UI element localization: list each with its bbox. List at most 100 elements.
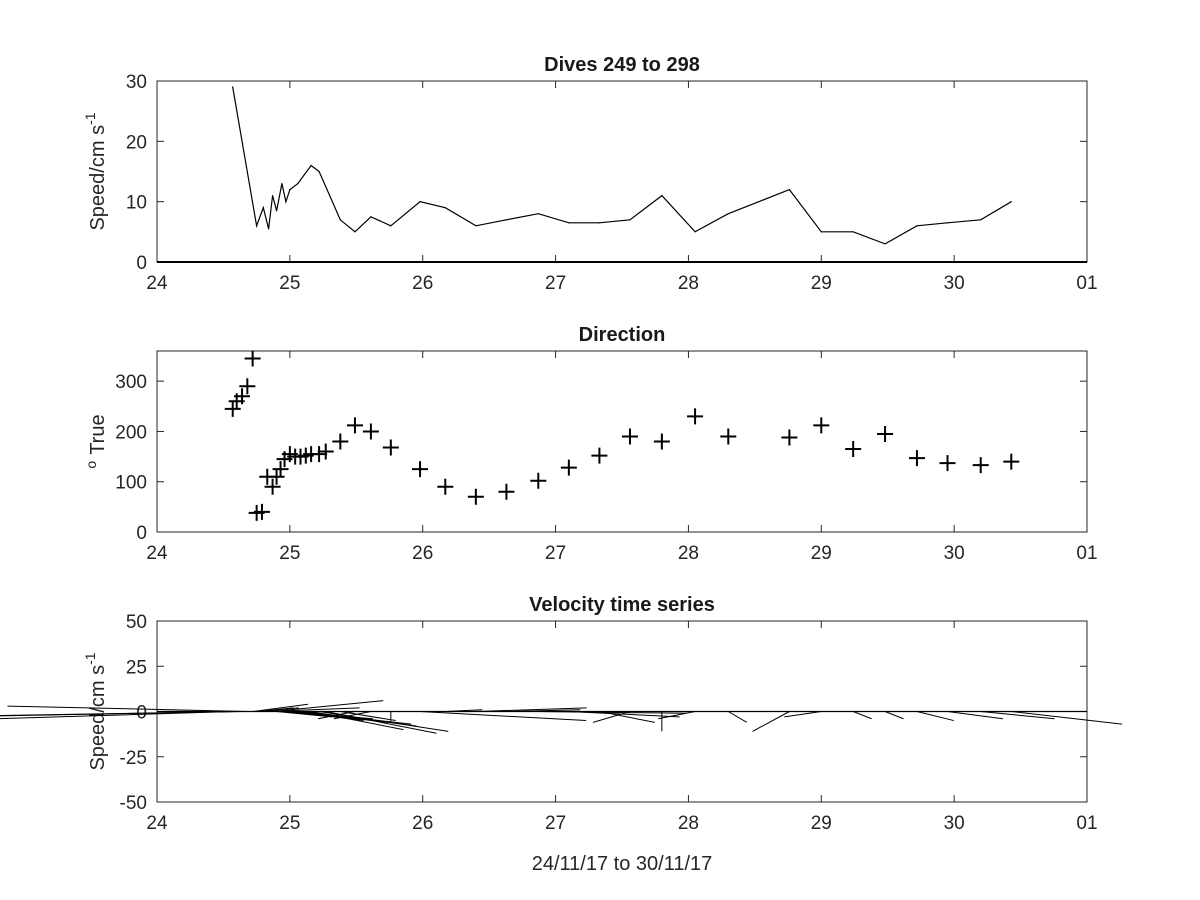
x-tick-label: 26 — [412, 543, 433, 564]
x-tick-label: 25 — [279, 543, 300, 564]
data-point-direction — [253, 503, 270, 520]
data-point-speed — [318, 170, 320, 173]
velocity-stick — [261, 707, 299, 712]
velocity-stick — [947, 711, 1003, 720]
velocity-stick — [325, 711, 437, 734]
data-point-speed — [758, 201, 760, 203]
series-line-speed — [232, 86, 1012, 245]
data-point-direction — [467, 488, 484, 505]
x-tick-label: 01 — [1076, 273, 1097, 294]
data-point-direction — [239, 378, 256, 395]
chart-title: Velocity time series — [529, 594, 715, 616]
data-point-direction — [877, 425, 894, 442]
data-point-direction — [437, 478, 454, 495]
velocity-stick — [256, 707, 294, 712]
data-point-speed — [537, 213, 539, 215]
data-point-speed — [727, 213, 729, 215]
y-axis-label-prefix: o — [83, 461, 99, 469]
y-tick-label: 0 — [136, 253, 147, 274]
x-tick-label: 26 — [412, 273, 433, 294]
data-point-direction — [412, 461, 429, 478]
velocity-stick — [7, 705, 248, 712]
velocity-stick — [311, 711, 404, 731]
x-tick-label: 30 — [944, 543, 965, 564]
data-point-direction — [346, 417, 363, 434]
data-point-direction — [382, 439, 399, 456]
axes-box — [156, 80, 1088, 263]
data-point-direction — [720, 428, 737, 445]
data-point-speed — [852, 231, 854, 233]
panel-3: Velocity time series 24 25 26 27 28 29 30 01 50 25… — [0, 594, 1123, 834]
y-axis-label: Speed/cm s-1 — [82, 112, 109, 230]
data-point-direction — [244, 350, 261, 367]
y-tick-label: 30 — [126, 72, 147, 93]
data-point-speed — [297, 182, 299, 185]
y-tick-label: 100 — [115, 473, 147, 494]
velocity-stick — [568, 711, 680, 718]
data-point-speed — [444, 207, 446, 209]
y-axis-label-exponent: -1 — [82, 652, 98, 665]
data-point-speed — [339, 219, 341, 221]
velocity-stick — [784, 711, 822, 718]
velocity-stick — [272, 700, 384, 712]
x-tick-label: 29 — [811, 813, 832, 834]
x-tick-label: 26 — [412, 813, 433, 834]
data-point-speed — [285, 201, 287, 203]
x-tick-label: 30 — [944, 813, 965, 834]
axes-box — [156, 350, 1088, 533]
data-point-speed — [256, 225, 258, 227]
data-point-speed — [289, 189, 291, 191]
data-point-direction — [317, 443, 334, 460]
velocity-stick — [0, 711, 243, 716]
velocity-stick — [317, 711, 356, 720]
data-point-speed — [419, 201, 421, 203]
data-point-direction — [498, 483, 515, 500]
data-point-direction — [908, 450, 925, 467]
data-point-direction — [560, 459, 577, 476]
velocity-stick — [0, 711, 233, 720]
data-point-direction — [332, 433, 349, 450]
data-point-direction — [268, 468, 285, 485]
velocity-stick — [252, 703, 309, 712]
y-axis-label-text: Speed/cm s — [87, 665, 109, 771]
data-point-speed — [475, 225, 477, 227]
velocity-stick — [658, 711, 696, 720]
x-tick-label: 28 — [678, 543, 699, 564]
data-point-speed — [275, 210, 278, 212]
data-point-speed — [884, 243, 886, 245]
x-tick-label: 27 — [545, 273, 566, 294]
y-axis-label-exponent: -1 — [82, 112, 98, 125]
data-point-direction — [972, 457, 989, 474]
data-point-direction — [530, 472, 547, 489]
data-point-speed — [505, 219, 508, 221]
data-point-direction — [224, 400, 241, 417]
x-tick-label: 24 — [146, 273, 168, 294]
y-axis-label: o True — [83, 414, 109, 468]
x-tick-label: 24 — [146, 813, 168, 834]
data-point-direction — [311, 446, 328, 463]
y-tick-label: 10 — [126, 193, 147, 214]
y-tick-label: 25 — [126, 657, 147, 678]
y-tick-label: 0 — [136, 523, 147, 544]
data-point-speed — [568, 222, 570, 224]
data-point-speed — [661, 195, 663, 197]
y-tick-label: -50 — [120, 793, 147, 814]
x-tick-label: 25 — [279, 813, 300, 834]
panel-1: Dives 249 to 298 24 25 26 27 28 29 30 01 0 10 20 30 S… — [82, 54, 1098, 294]
velocity-stick — [852, 711, 872, 720]
y-tick-label: -25 — [120, 748, 147, 769]
y-tick-label: 50 — [126, 612, 147, 633]
data-point-direction — [813, 417, 830, 434]
velocity-stick — [333, 711, 371, 720]
x-tick-label: 27 — [545, 813, 566, 834]
data-point-direction — [845, 441, 862, 458]
data-point-speed — [310, 164, 312, 167]
x-tick-label: 25 — [279, 273, 300, 294]
velocity-stick — [884, 711, 904, 720]
data-point-speed — [354, 231, 356, 233]
data-point-direction — [264, 478, 281, 495]
data-point-speed — [281, 182, 283, 185]
data-point-speed — [390, 225, 392, 227]
velocity-stick — [980, 711, 1055, 720]
